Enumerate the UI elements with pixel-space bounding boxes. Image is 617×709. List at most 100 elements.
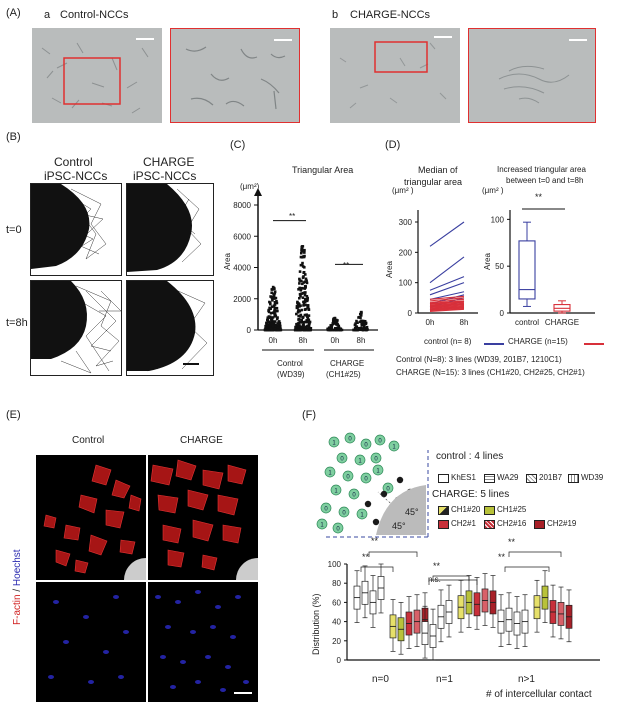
c-point [352, 328, 355, 332]
c-point [273, 307, 277, 311]
c-point [302, 323, 305, 327]
side-label-factin: F-actin [12, 594, 23, 625]
d-control-line [429, 282, 465, 296]
c-point [271, 311, 275, 314]
f-y-tick-label: 0 [337, 656, 342, 665]
d-charge-line [429, 305, 465, 309]
panel-d-note2: CHARGE (N=15): 3 lines (CH1#20, CH2#25, … [396, 368, 585, 377]
contact-cell [344, 432, 356, 444]
c-point [337, 324, 341, 328]
panel-a-sub-a-label: a [44, 9, 51, 21]
c-point [307, 307, 310, 311]
contact-cell-number: 1 [332, 441, 336, 447]
c-point [272, 296, 276, 299]
panel-b-col2-line1: CHARGE [143, 155, 195, 169]
contact-cell-number: 0 [324, 507, 328, 513]
contact-cell [388, 440, 400, 452]
panel-b-row2-label: t=8h [6, 317, 28, 329]
c-point [297, 328, 300, 332]
c-point [326, 328, 330, 331]
contact-cell-number: 0 [364, 477, 368, 483]
migration-charge-t0 [126, 183, 214, 276]
c-point [300, 263, 304, 267]
c-point [269, 307, 272, 311]
contact-cell-number: 1 [360, 513, 364, 519]
c-point [308, 322, 311, 326]
panel-f-ylabel: Distribution (%) [311, 593, 321, 655]
c-y-tick-label: 0 [247, 326, 252, 335]
c-point [302, 281, 306, 284]
legend-swatch-wa29 [484, 474, 495, 483]
f-y-tick-label: 100 [328, 560, 342, 569]
c-point [274, 323, 278, 327]
c-y-tick-label: 6000 [233, 232, 251, 241]
legend-swatch-ch2-16 [484, 520, 495, 529]
c-point [268, 322, 272, 325]
panel-c-sig2: ** [343, 261, 350, 270]
fluor-charge-factin [148, 455, 258, 580]
contact-cell [354, 454, 366, 466]
c-point [264, 324, 267, 328]
c-point [274, 296, 278, 300]
side-label-sep: / [12, 586, 23, 595]
panel-c-group2-l2: (CH1#25) [326, 370, 361, 379]
panel-e-col2: CHARGE [180, 435, 223, 446]
c-point [355, 319, 358, 323]
c-point [274, 325, 278, 329]
c-point [353, 326, 357, 330]
c-point [335, 320, 338, 323]
d-charge-line [429, 301, 465, 306]
d-left-x-label: 8h [460, 318, 469, 327]
c-point [306, 298, 309, 302]
c-point [272, 325, 276, 328]
c-point [302, 265, 306, 269]
micrograph-charge-overview [330, 28, 460, 123]
panel-c-label: (C) [230, 139, 246, 151]
contact-cell-number: 0 [342, 511, 346, 517]
c-point [329, 324, 333, 327]
c-point [268, 300, 271, 304]
panel-a-label: (A) [6, 7, 21, 19]
c-point [331, 328, 334, 332]
d-left-tick-label: 100 [399, 279, 413, 288]
panel-b-col2-line2: iPSC-NCCs [133, 169, 197, 183]
c-point [275, 299, 278, 303]
panel-d-right-unit: (μm² ) [482, 186, 504, 195]
c-point [266, 319, 270, 323]
panel-b-col1-line2: iPSC-NCCs [44, 169, 108, 183]
d-control-line [429, 256, 465, 284]
legend-swatch-wd39 [568, 474, 579, 483]
d-left-x-label: 0h [426, 318, 435, 327]
c-point [334, 328, 337, 332]
c-point [298, 286, 301, 290]
c-point [305, 294, 309, 298]
c-point [271, 316, 275, 319]
c-point [270, 291, 273, 295]
legend-control-swatch [484, 343, 504, 345]
c-point [304, 325, 307, 329]
legend-control: control (n= 8) [424, 337, 472, 346]
legend-swatch-ch2-1 [438, 520, 449, 529]
d-charge-line [429, 306, 465, 311]
d-charge-line [429, 303, 465, 307]
c-point [297, 325, 301, 328]
c-point [275, 306, 279, 310]
contact-cell [360, 472, 372, 484]
c-point [263, 328, 267, 332]
d-left-tick-label: 300 [399, 218, 413, 227]
c-point [361, 328, 365, 331]
contact-cell [336, 452, 348, 464]
contact-cell-number: 1 [392, 445, 396, 451]
c-point [300, 292, 303, 296]
panel-b-row1-label: t=0 [6, 224, 22, 236]
c-point [269, 295, 272, 298]
c-point [276, 328, 280, 332]
c-point [303, 313, 307, 317]
c-point [273, 301, 277, 304]
c-point [297, 310, 300, 313]
c-y-axis-arrow [254, 188, 262, 196]
c-point [301, 328, 305, 332]
control-lines-title: control : 4 lines [436, 451, 504, 462]
contact-cell-number: 1 [328, 471, 332, 477]
c-point [272, 294, 276, 298]
